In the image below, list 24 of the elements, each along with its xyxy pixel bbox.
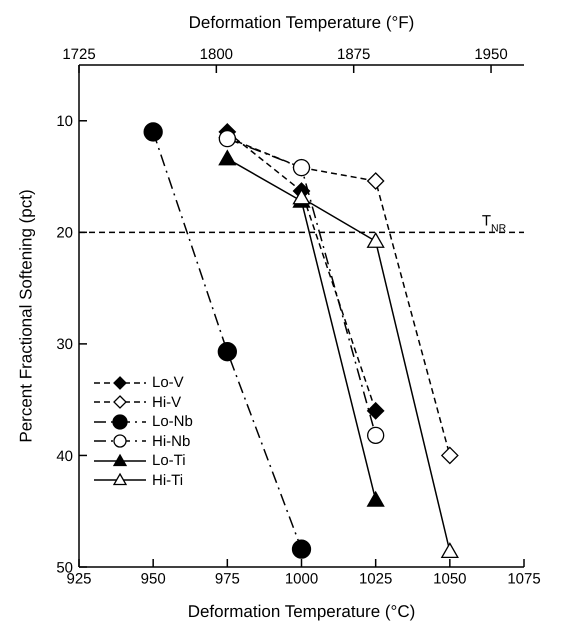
y-tick-label: 40	[56, 448, 73, 465]
x-tick-label: 1075	[507, 570, 541, 588]
x2-tick-label: 1800	[200, 46, 234, 63]
x-tick-label: 950	[140, 570, 166, 588]
x-tick-label: 975	[214, 570, 240, 588]
legend-label: Hi-Ti	[152, 472, 184, 489]
ref-line-label: T$_{NR}$	[482, 212, 507, 234]
y-tick-label: 10	[56, 113, 73, 130]
x-tick-label: 1050	[433, 570, 467, 588]
x-tick-label: 1025	[358, 570, 392, 588]
x2-axis-title: Deformation Temperature (°F)	[188, 13, 414, 32]
legend-label: Lo-V	[152, 374, 184, 392]
x-tick-label: 1000	[284, 570, 318, 588]
legend-label: Hi-Nb	[152, 432, 190, 450]
x2-tick-label: 1875	[337, 46, 370, 63]
y-tick-label: 30	[56, 336, 73, 354]
x2-tick-label: 1725	[62, 46, 96, 63]
x-axis-title: Deformation Temperature (°C)	[188, 602, 416, 621]
legend-label: Lo-Nb	[152, 413, 193, 430]
y-axis-title: Percent Fractional Softening (pct)	[16, 189, 36, 443]
y-tick-label: 20	[56, 224, 73, 242]
x2-tick-label: 1950	[474, 46, 508, 63]
legend-label: Lo-Ti	[152, 452, 186, 470]
legend-label: Hi-V	[152, 394, 182, 411]
